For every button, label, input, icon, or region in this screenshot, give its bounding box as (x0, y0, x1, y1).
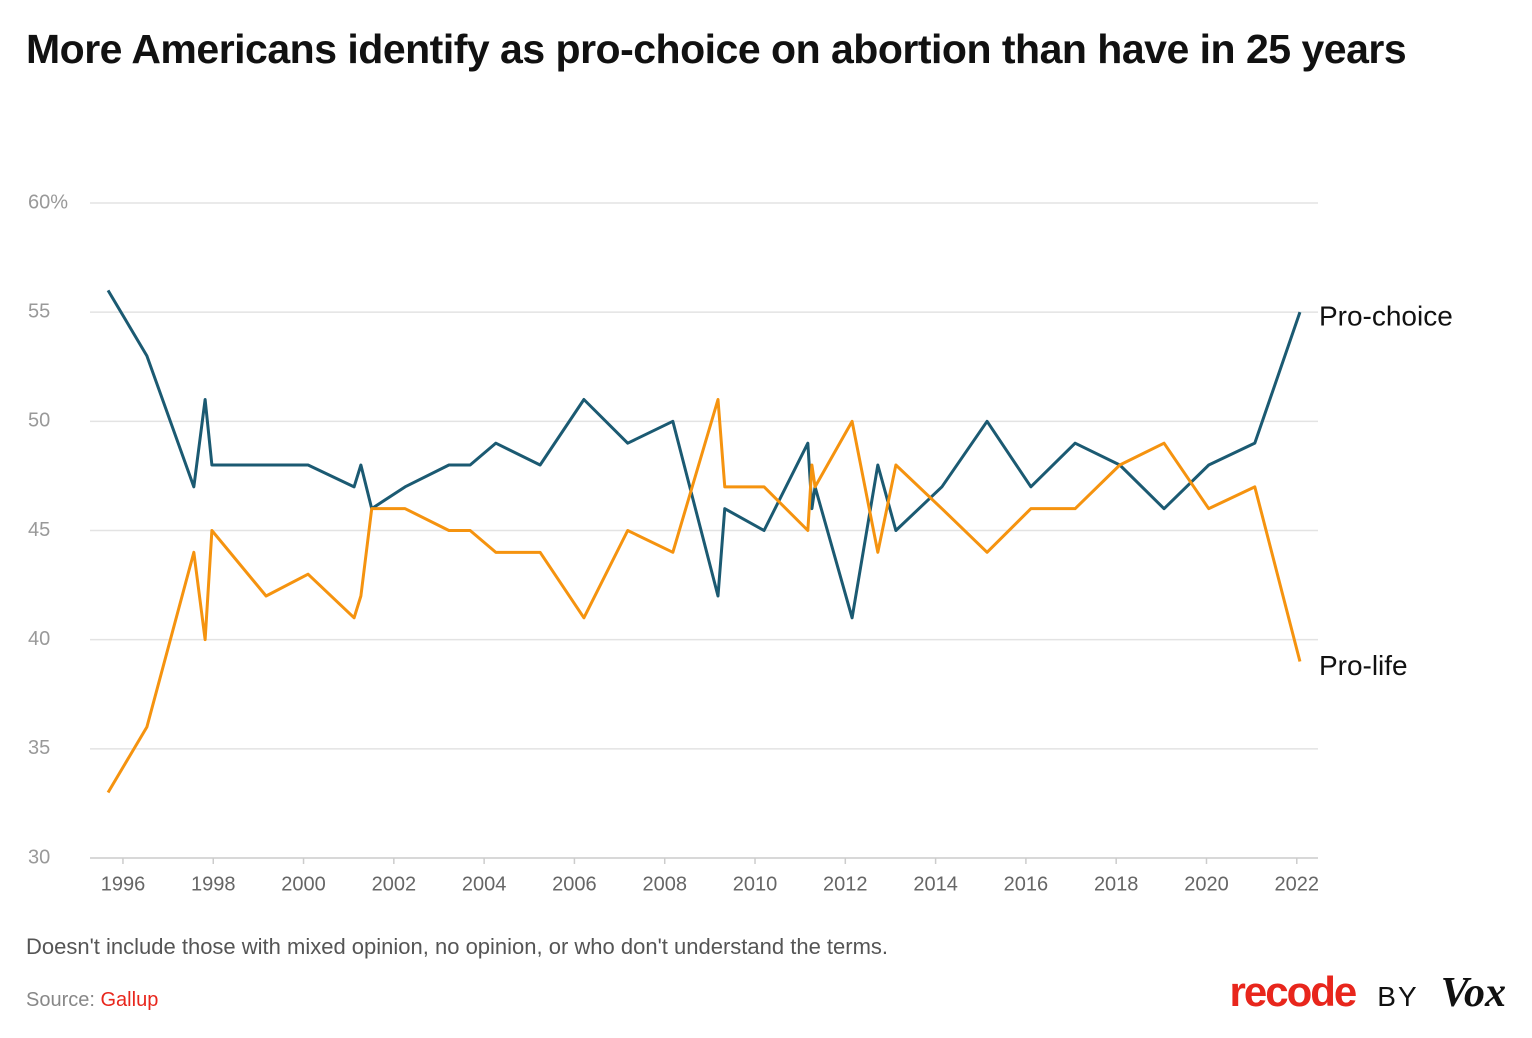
y-tick-label: 35 (28, 737, 50, 759)
note: Doesn't include those with mixed opinion… (26, 934, 889, 959)
x-tick-label: 2000 (281, 873, 326, 895)
source-label: Source: (26, 989, 95, 1011)
source: Source: Gallup (26, 989, 158, 1012)
x-tick-label: 2006 (552, 873, 597, 895)
x-tick-label: 1998 (191, 873, 236, 895)
y-tick-label: 55 (28, 300, 50, 322)
x-tick-label: 2012 (823, 873, 868, 895)
x-tick-label: 2016 (1004, 873, 1049, 895)
x-tick-label: 2010 (733, 873, 778, 895)
chart-title: More Americans identify as pro-choice on… (26, 26, 1407, 72)
series-label: Pro-choice (1319, 301, 1453, 332)
x-tick-label: 2014 (913, 873, 958, 895)
y-tick-label: 40 (28, 628, 50, 650)
y-tick-label: 60% (28, 191, 68, 213)
x-tick-label: 2008 (642, 873, 687, 895)
brand-logo: recode (1229, 968, 1358, 1015)
y-tick-label: 30 (28, 846, 50, 868)
brand: recode BY Vox (1230, 968, 1506, 1017)
brand-by: BY (1377, 981, 1419, 1012)
x-tick-label: 2004 (462, 873, 507, 895)
series-label: Pro-life (1319, 650, 1408, 681)
x-tick-label: 2022 (1275, 873, 1320, 895)
x-tick-label: 2020 (1184, 873, 1229, 895)
y-tick-label: 45 (28, 519, 50, 541)
series-line (106, 289, 1302, 620)
brand-logo: Vox (1440, 970, 1506, 1016)
x-tick-label: 2002 (372, 873, 417, 895)
x-tick-label: 1996 (101, 873, 146, 895)
source-name: Gallup (100, 989, 159, 1011)
x-tick-label: 2018 (1094, 873, 1139, 895)
series-line (106, 398, 1302, 794)
y-tick-label: 50 (28, 410, 50, 432)
